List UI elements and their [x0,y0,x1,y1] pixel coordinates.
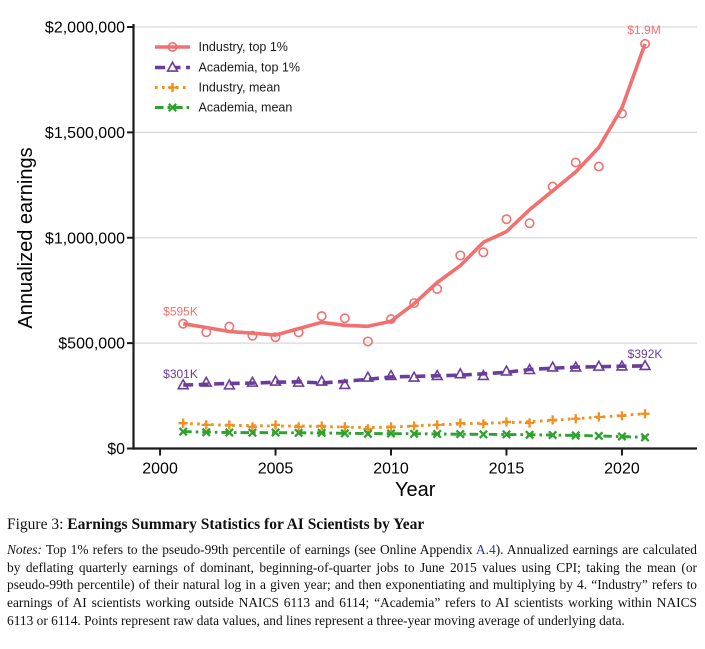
chart-svg: $0 $500,000 $1,000,000 $1,500,000 $2,000,000… [0,0,705,505]
x-tick-label: 2010 [373,461,409,478]
notes-label: Notes: [7,542,42,558]
annotation-595k: $595K [163,305,198,319]
x-tick-label: 2005 [258,461,294,478]
chart-background [0,0,705,505]
series-points-industry-top-1 [178,38,651,347]
legend: Industry, top 1% Academia, top 1% Industry… [155,40,300,115]
series-points-industry-mean [178,409,650,434]
x-axis-title: Year [395,479,436,501]
appendix-link[interactable]: A.4 [475,542,496,558]
y-gridlines [133,26,697,344]
legend-item-academia-top-1: Academia, top 1% [155,60,300,75]
y-tick-label: $2,000,000 [45,20,125,37]
earnings-figure: $0 $500,000 $1,000,000 $1,500,000 $2,000,000… [0,0,705,505]
y-tick-label: $1,000,000 [45,230,125,247]
y-tick-label: $0 [107,441,125,458]
x-tick-label: 2020 [604,461,640,478]
legend-label: Industry, mean [199,81,281,95]
legend-item-academia-mean: Academia, mean [155,101,292,115]
legend-label: Academia, mean [199,101,293,115]
annotation-392k: $392K [628,347,663,361]
annotation-301k: $301K [163,367,198,381]
y-axis-ticks: $0 $500,000 $1,000,000 $1,500,000 $2,000,000 [45,20,134,458]
legend-item-industry-mean: Industry, mean [155,81,280,95]
earnings-line-chart: $0 $500,000 $1,000,000 $1,500,000 $2,000,000… [0,0,705,505]
notes-text-before-link: Top 1% refers to the pseudo-99th percent… [41,542,476,558]
y-axis-title: Annualized earnings [15,147,37,328]
notes-text-after-link: ). Annualized earnings are calculated by… [7,542,697,628]
y-tick-label: $500,000 [58,336,125,353]
figure-caption-title: Earnings Summary Statistics for AI Scien… [67,516,425,533]
series-points-academia-top-1 [176,359,652,390]
series-line-industry-top-1 [182,43,647,337]
figure-caption: Figure 3: Earnings Summary Statistics fo… [7,515,697,534]
legend-item-industry-top-1: Industry, top 1% [155,40,288,54]
figure-notes: Notes: Top 1% refers to the pseudo-99th … [7,541,697,629]
legend-label: Academia, top 1% [199,61,300,75]
figure-caption-prefix: Figure 3: [7,516,64,533]
series-points-academia-mean [178,427,650,442]
annotation-1-9m: $1.9M [627,23,660,37]
y-tick-label: $1,500,000 [45,125,125,142]
legend-label: Industry, top 1% [199,40,288,54]
x-tick-label: 2000 [142,461,178,478]
x-tick-label: 2015 [489,461,525,478]
x-axis-ticks: 2000 2005 2010 2015 2020 [142,448,640,478]
